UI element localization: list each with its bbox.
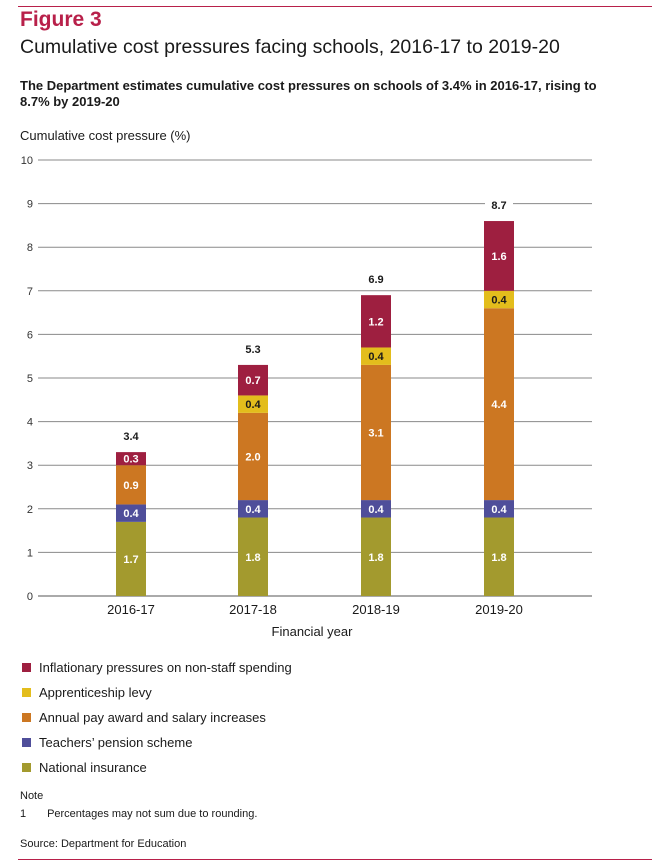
segment-value-label: 3.1 (368, 428, 383, 440)
stacked-bar-chart: Cumulative cost pressure (%) 0 1 2 3 4 5 6 7 8 9 10… (20, 128, 592, 639)
y-tick-label: 9 (27, 199, 33, 211)
bar-segment (238, 395, 268, 413)
total-label-bg (239, 341, 267, 356)
legend-item: Annual pay award and salary increases (22, 705, 292, 730)
segment-value-label: 1.8 (491, 552, 506, 564)
y-tick-label: 5 (27, 373, 33, 385)
legend-item: Teachers’ pension scheme (22, 730, 292, 755)
x-tick-label: 2016-17 (107, 602, 155, 617)
figure-label: Figure 3 (20, 8, 102, 31)
bar-segment (361, 295, 391, 348)
legend-item: National insurance (22, 755, 292, 780)
total-value-label: 3.4 (123, 431, 139, 443)
total-label-bg (362, 272, 390, 287)
legend-swatch (22, 688, 31, 697)
figure-title: Cumulative cost pressures facing schools… (20, 36, 560, 58)
bar-segment (484, 308, 514, 501)
segment-value-label: 2.0 (245, 451, 260, 463)
y-tick-label: 3 (27, 460, 33, 472)
segment-value-label: 0.9 (123, 480, 138, 492)
y-tick-label: 8 (27, 242, 33, 254)
bar-segment (238, 500, 268, 518)
total-value-label: 5.3 (245, 344, 260, 356)
segment-value-label: 0.3 (123, 454, 138, 466)
segment-value-label: 1.6 (491, 251, 506, 263)
bar-segment (116, 465, 146, 505)
chart-legend: Inflationary pressures on non-staff spen… (22, 655, 292, 780)
y-tick-label: 7 (27, 286, 33, 298)
segment-value-label: 0.4 (245, 504, 261, 516)
bar-segment (238, 412, 268, 501)
legend-label: Teachers’ pension scheme (39, 735, 193, 750)
bar-segment (361, 347, 391, 365)
legend-label: Inflationary pressures on non-staff spen… (39, 660, 292, 675)
y-tick-label: 4 (27, 417, 33, 429)
segment-value-label: 0.4 (491, 295, 507, 307)
legend-swatch (22, 663, 31, 672)
bottom-rule (18, 859, 652, 860)
y-tick-label: 1 (27, 547, 33, 559)
note-number: 1 (20, 808, 27, 820)
bar-segment (116, 521, 146, 596)
bar-segment (238, 517, 268, 596)
legend-label: Apprenticeship levy (39, 685, 152, 700)
segment-value-label: 1.8 (245, 552, 260, 564)
segment-value-label: 0.4 (123, 508, 139, 520)
bar-segment (116, 452, 146, 466)
total-label-bg (485, 198, 513, 213)
legend-label: National insurance (39, 760, 147, 775)
legend-swatch (22, 763, 31, 772)
bar-segment (361, 364, 391, 501)
segment-value-label: 1.7 (123, 554, 138, 566)
bar-segment (361, 517, 391, 596)
segment-value-label: 4.4 (491, 399, 507, 411)
top-rule (18, 6, 652, 7)
legend-swatch (22, 713, 31, 722)
y-tick-label: 10 (21, 155, 33, 167)
note-item: 1 Percentages may not sum due to roundin… (20, 808, 257, 820)
legend-item: Inflationary pressures on non-staff spen… (22, 655, 292, 680)
bar-segment (116, 504, 146, 522)
y-tick-label: 6 (27, 329, 33, 341)
total-value-label: 8.7 (491, 200, 506, 212)
legend-swatch (22, 738, 31, 747)
segment-value-label: 1.2 (368, 316, 383, 328)
segment-value-label: 0.4 (245, 399, 261, 411)
bar-segment (238, 364, 268, 396)
bar-segment (484, 290, 514, 309)
x-axis-label: Financial year (272, 624, 354, 639)
segment-value-label: 0.4 (491, 504, 507, 516)
x-tick-label: 2019-20 (475, 602, 523, 617)
total-label-bg (117, 429, 145, 444)
bar-segment (484, 221, 514, 291)
segment-value-label: 0.7 (245, 375, 260, 387)
y-tick-label: 2 (27, 504, 33, 516)
x-tick-label: 2018-19 (352, 602, 400, 617)
bar-segment (484, 517, 514, 596)
figure-subtitle: The Department estimates cumulative cost… (20, 78, 597, 109)
segment-value-label: 0.4 (368, 504, 384, 516)
x-tick-label: 2017-18 (229, 602, 277, 617)
segment-value-label: 1.8 (368, 552, 383, 564)
source-text: Source: Department for Education (20, 838, 187, 850)
y-axis-label: Cumulative cost pressure (%) (20, 128, 191, 143)
total-value-label: 6.9 (368, 274, 383, 286)
y-tick-label: 0 (27, 591, 33, 603)
bar-segment (361, 500, 391, 518)
legend-item: Apprenticeship levy (22, 680, 292, 705)
legend-label: Annual pay award and salary increases (39, 710, 266, 725)
bar-segment (484, 500, 514, 518)
segment-value-label: 0.4 (368, 351, 384, 363)
note-text: Percentages may not sum due to rounding. (47, 808, 258, 820)
note-heading: Note (20, 790, 44, 802)
